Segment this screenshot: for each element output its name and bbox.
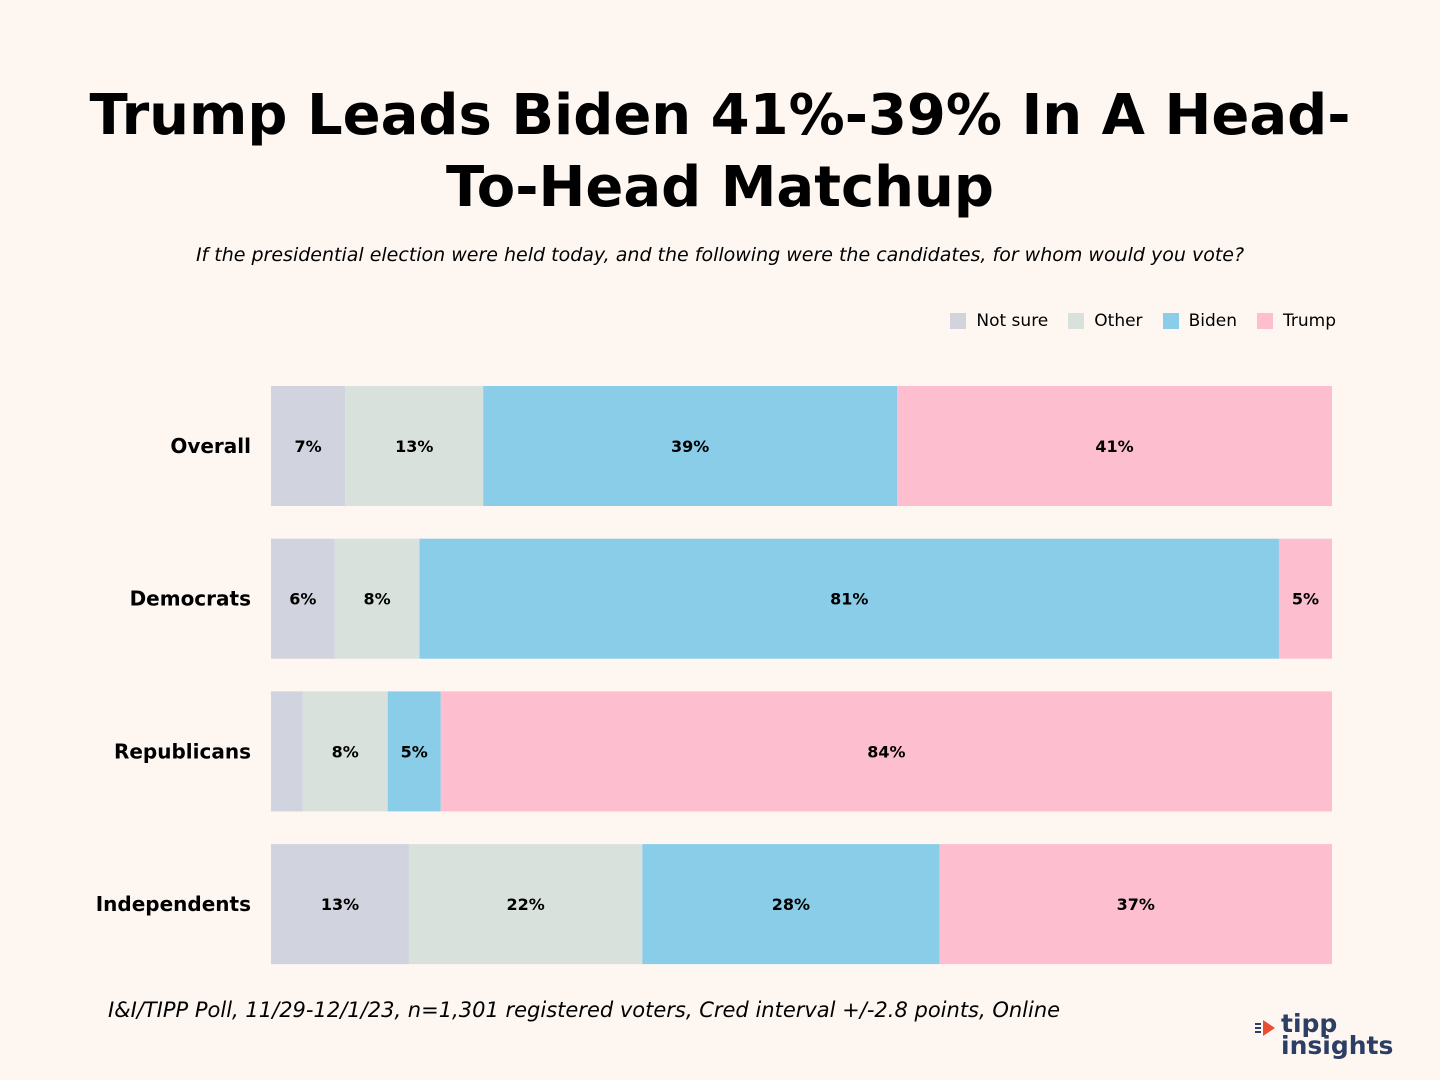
category-label-republicans: Republicans <box>114 739 251 763</box>
data-label-independents-not-sure: 13% <box>321 895 359 914</box>
data-label-democrats-other: 8% <box>364 590 391 609</box>
bar-republicans-biden <box>387 691 441 812</box>
data-label-democrats-trump: 5% <box>1292 590 1319 609</box>
tipp-insights-logo: tipp insights <box>1255 1009 1394 1060</box>
logo-line2: insights <box>1281 1031 1394 1060</box>
bar-overall-trump <box>896 386 1332 506</box>
logo-mark-icon <box>1255 1020 1275 1036</box>
bar-republicans-trump <box>440 691 1332 812</box>
data-label-overall-biden: 39% <box>671 437 709 456</box>
legend-swatch-not-sure <box>950 313 967 329</box>
logo-text: tipp insights <box>1281 1009 1394 1060</box>
bar-independents-not-sure <box>271 844 409 965</box>
data-label-independents-trump: 37% <box>1117 895 1155 914</box>
bar-overall-other <box>345 386 484 506</box>
legend-swatch-other <box>1068 313 1085 329</box>
logo-line1: tipp <box>1281 1009 1338 1038</box>
legend: Not sure Other Biden Trump <box>950 311 1336 331</box>
bar-independents-trump <box>939 844 1332 965</box>
data-label-independents-other: 22% <box>506 895 544 914</box>
data-label-overall-not-sure: 7% <box>295 437 322 456</box>
legend-item-not-sure: Not sure <box>950 311 1048 331</box>
bar-democrats-biden <box>419 538 1279 659</box>
legend-item-other: Other <box>1068 311 1143 331</box>
chart-subtitle: If the presidential election were held t… <box>195 244 1245 266</box>
footnote: I&I/TIPP Poll, 11/29-12/1/23, n=1,301 re… <box>108 998 1061 1022</box>
legend-label-biden: Biden <box>1188 311 1237 331</box>
data-label-democrats-biden: 81% <box>830 590 868 609</box>
bar-republicans-other <box>302 691 388 812</box>
bar-democrats-trump <box>1278 538 1332 659</box>
data-label-republicans-other: 8% <box>332 742 359 761</box>
legend-item-biden: Biden <box>1162 311 1237 331</box>
bar-democrats-other <box>334 538 420 659</box>
bar-overall-biden <box>483 386 897 506</box>
legend-label-trump: Trump <box>1282 311 1336 331</box>
category-label-democrats: Democrats <box>130 587 251 611</box>
data-label-republicans-biden: 5% <box>401 742 428 761</box>
legend-label-other: Other <box>1094 311 1143 331</box>
bar-republicans-not-sure <box>271 691 303 812</box>
data-label-republicans-trump: 84% <box>867 742 905 761</box>
bar-democrats-not-sure <box>271 538 335 659</box>
legend-swatch-trump <box>1256 313 1273 329</box>
data-label-overall-trump: 41% <box>1095 437 1133 456</box>
category-label-independents: Independents <box>96 892 251 916</box>
data-label-overall-other: 13% <box>395 437 433 456</box>
legend-label-not-sure: Not sure <box>976 311 1049 331</box>
data-label-independents-biden: 28% <box>772 895 810 914</box>
bar-independents-other <box>408 844 643 965</box>
legend-item-trump: Trump <box>1256 311 1336 331</box>
legend-swatch-biden <box>1162 313 1179 329</box>
chart-title: Trump Leads Biden 41%-39% In A Head-To-H… <box>89 83 1351 220</box>
bar-independents-biden <box>642 844 940 965</box>
bar-overall-not-sure <box>271 386 346 506</box>
category-label-overall: Overall <box>170 434 251 458</box>
data-label-democrats-not-sure: 6% <box>289 590 316 609</box>
